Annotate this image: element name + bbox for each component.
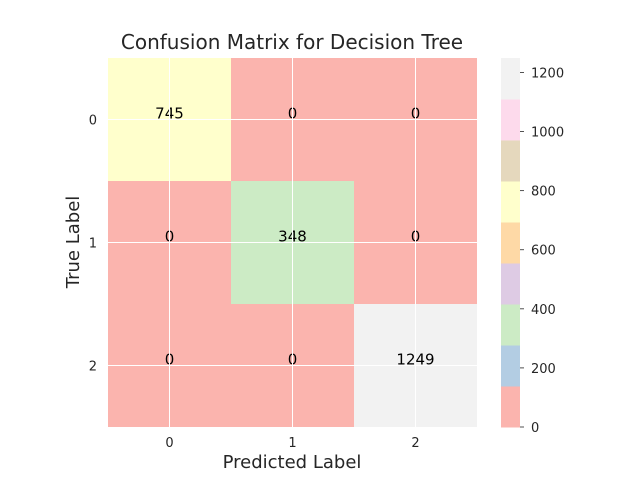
y-tick-label: 0 bbox=[89, 114, 97, 129]
colorbar bbox=[501, 58, 520, 428]
chart-title: Confusion Matrix for Decision Tree bbox=[121, 30, 463, 54]
y-axis-label: True Label bbox=[63, 196, 84, 290]
colorbar-tick-label: 600 bbox=[531, 244, 556, 259]
colorbar-tick-label: 1200 bbox=[531, 66, 564, 81]
x-tick-label: 1 bbox=[288, 436, 296, 451]
colorbar-tick-label: 0 bbox=[531, 421, 539, 436]
x-tick-labels: 0 1 2 bbox=[165, 436, 419, 451]
x-tick-label: 2 bbox=[411, 436, 419, 451]
colorbar-segment bbox=[501, 263, 520, 305]
colorbar-segment bbox=[501, 181, 520, 223]
colorbar-tick-label: 800 bbox=[531, 185, 556, 200]
y-tick-label: 1 bbox=[89, 237, 97, 252]
colorbar-tick-label: 1000 bbox=[531, 126, 564, 141]
colorbar-segment bbox=[501, 222, 520, 264]
colorbar-segment bbox=[501, 140, 520, 182]
colorbar-segment bbox=[501, 99, 520, 141]
colorbar-segment bbox=[501, 386, 520, 428]
y-tick-labels: 0 1 2 bbox=[89, 114, 97, 375]
colorbar-segment bbox=[501, 58, 520, 100]
x-tick-label: 0 bbox=[165, 436, 173, 451]
y-tick-label: 2 bbox=[89, 360, 97, 375]
colorbar-segment bbox=[501, 304, 520, 346]
colorbar-tick-label: 200 bbox=[531, 362, 556, 377]
gridlines bbox=[108, 58, 477, 427]
colorbar-segment bbox=[501, 345, 520, 387]
colorbar-tick-labels: 0 200 400 600 800 1000 1200 bbox=[520, 66, 564, 436]
colorbar-tick-label: 400 bbox=[531, 303, 556, 318]
x-axis-label: Predicted Label bbox=[223, 452, 362, 473]
